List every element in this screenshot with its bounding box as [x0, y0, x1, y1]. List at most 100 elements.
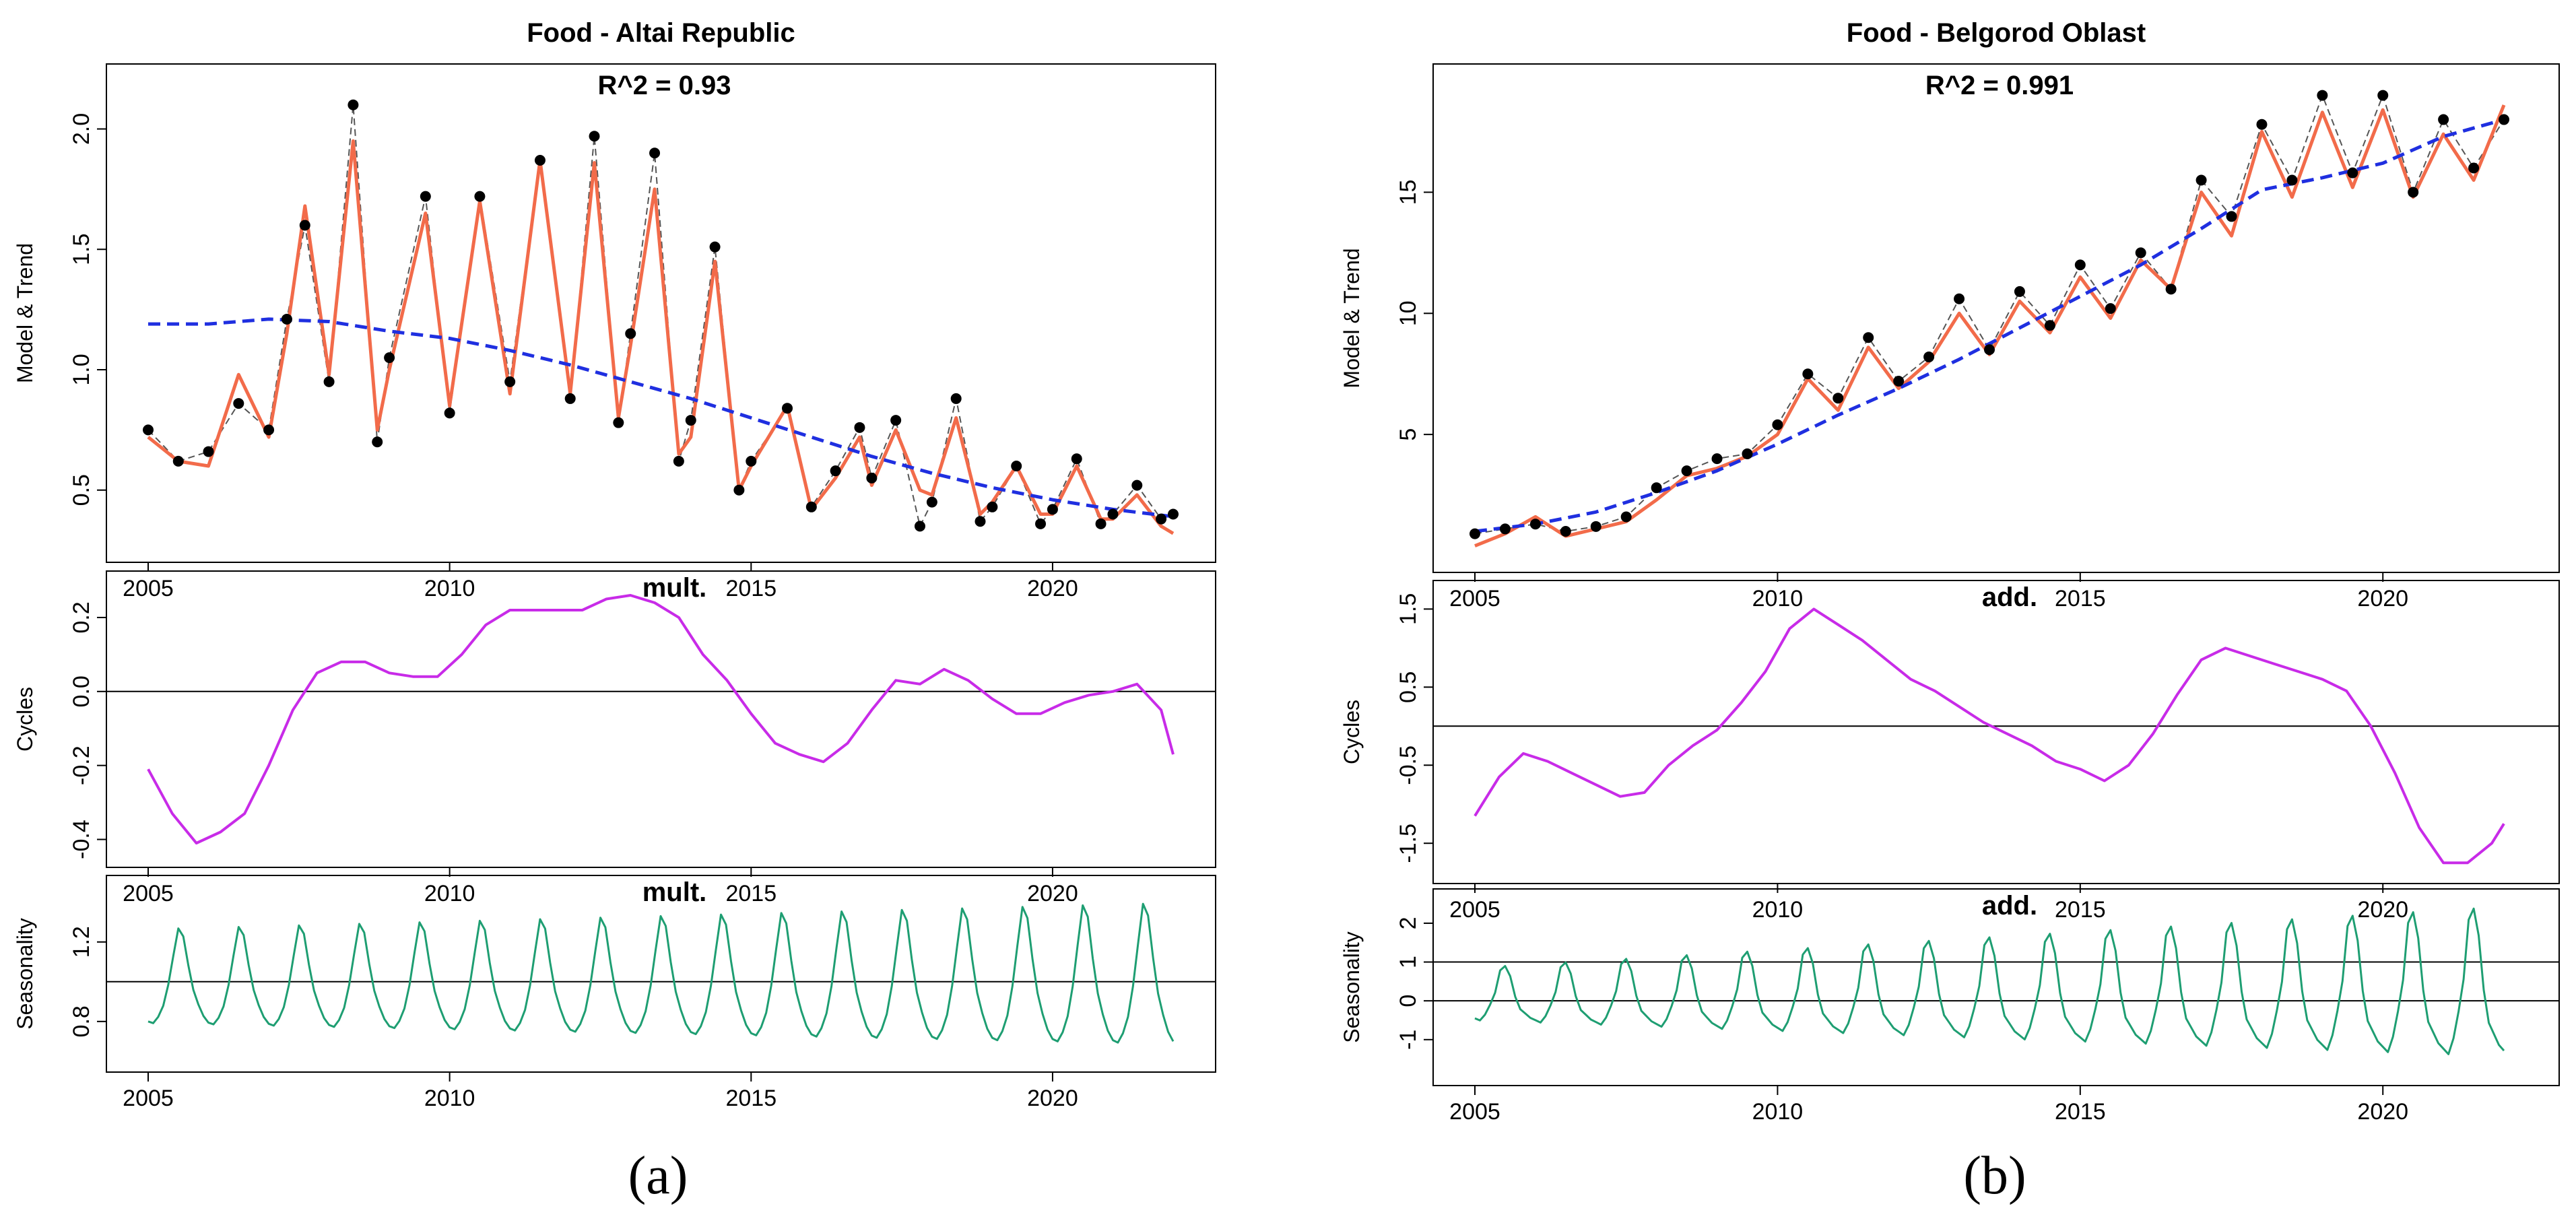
x-tick-label: 2020	[1027, 576, 1078, 601]
plot-frame	[1432, 63, 2560, 573]
seasonality-line	[1474, 907, 2505, 1055]
data-point	[564, 393, 576, 404]
decomposition-type-label: mult.	[642, 877, 707, 907]
data-point	[1469, 528, 1480, 539]
x-tick-label: 2015	[2055, 1099, 2106, 1125]
x-tick-label: 2015	[725, 1086, 777, 1111]
data-point	[1772, 419, 1783, 430]
x-tick-label: 2005	[1449, 897, 1500, 923]
data-point	[1832, 393, 1844, 404]
x-tick-label: 2020	[1027, 1086, 1078, 1111]
data-point	[1095, 518, 1107, 529]
x-tick-label: 2010	[424, 576, 475, 601]
data-point	[2347, 167, 2358, 178]
data-point	[281, 313, 292, 325]
model-line	[147, 139, 1175, 535]
y-axis-label: Model & Trend	[13, 243, 37, 383]
data-point	[2074, 259, 2086, 271]
x-tick-label: 2010	[1752, 586, 1804, 611]
x-tick-label: 2005	[123, 881, 174, 906]
plot-frame	[106, 570, 1216, 868]
data-point	[746, 455, 757, 467]
y-tick-label: 0.0	[69, 675, 94, 707]
data-point	[2317, 90, 2328, 101]
data-point	[1893, 376, 1905, 387]
y-tick-label: 15	[1395, 180, 1421, 205]
data-point	[914, 521, 925, 532]
data-point	[1560, 526, 1571, 537]
data-point	[2195, 174, 2207, 186]
data-point	[805, 501, 817, 512]
data-point	[1047, 504, 1058, 515]
data-point	[348, 99, 359, 110]
data-point	[323, 376, 335, 387]
data-point	[504, 376, 516, 387]
x-tick-label: 2005	[123, 1086, 174, 1111]
data-point	[1863, 332, 1874, 343]
decomposition-type-label: mult.	[642, 573, 707, 603]
data-point	[372, 436, 383, 448]
data-point	[2499, 114, 2509, 125]
seasonality-line	[147, 902, 1175, 1044]
data-point	[890, 415, 902, 426]
y-tick-label: 0.2	[69, 601, 94, 633]
plot-frame	[1432, 580, 2560, 884]
x-tick-label: 2020	[1027, 881, 1078, 906]
data-point	[854, 422, 865, 433]
data-point	[2226, 211, 2237, 222]
x-tick-label: 2020	[2357, 897, 2408, 923]
data-point	[2408, 187, 2419, 198]
x-tick-label: 2015	[2055, 586, 2106, 611]
data-point	[709, 241, 721, 253]
data-point	[975, 516, 986, 527]
x-tick-label: 2005	[1449, 586, 1500, 611]
data-point	[613, 417, 624, 428]
data-point	[534, 154, 546, 166]
data-point	[2105, 303, 2116, 314]
data-point	[2468, 162, 2480, 174]
y-axis-label: Cycles	[13, 687, 37, 752]
chart-title: Food - Belgorod Oblast	[1847, 18, 2146, 48]
x-tick-label: 2005	[123, 576, 174, 601]
y-tick-label: 0	[1395, 995, 1421, 1007]
data-point	[1011, 461, 1022, 472]
y-tick-label: 1.5	[69, 234, 94, 265]
data-point	[474, 191, 486, 202]
decomposition-type-label: add.	[1982, 583, 2037, 612]
y-tick-label: 10	[1395, 300, 1421, 326]
x-tick-label: 2005	[1449, 1099, 1500, 1125]
data-point	[203, 446, 214, 457]
data-point	[1923, 352, 1935, 363]
y-tick-label: -0.5	[1395, 745, 1421, 785]
y-tick-label: -1.5	[1395, 824, 1421, 863]
caption-a: (a)	[628, 1146, 688, 1205]
data-point	[1651, 482, 1662, 494]
x-tick-label: 2010	[1752, 897, 1804, 923]
data-point	[2044, 320, 2055, 331]
data-point	[1984, 344, 1995, 356]
data-point	[1131, 479, 1143, 491]
x-tick-label: 2020	[2357, 586, 2408, 611]
decomposition-type-label: add.	[1982, 891, 2037, 921]
data-point	[2014, 286, 2025, 297]
plot-frame	[106, 63, 1216, 563]
y-tick-label: 1.5	[1395, 593, 1421, 625]
data-line	[147, 104, 1174, 527]
data-point	[384, 352, 395, 364]
y-axis-label: Seasonality	[13, 918, 37, 1029]
y-tick-label: -0.2	[69, 745, 94, 785]
data-point	[233, 398, 244, 409]
data-point	[733, 484, 745, 496]
data-point	[2256, 119, 2268, 130]
data-point	[1620, 511, 1632, 523]
plot-frame	[1432, 888, 2560, 1086]
data-point	[1529, 519, 1541, 530]
y-tick-label: -1	[1395, 1030, 1421, 1050]
y-tick-label: 2	[1395, 917, 1421, 929]
data-point	[1954, 293, 1965, 304]
y-tick-label: -0.4	[69, 820, 94, 859]
data-point	[2165, 284, 2177, 295]
data-point	[1711, 453, 1723, 465]
y-axis-label: Model & Trend	[1340, 248, 1364, 388]
data-point	[685, 415, 696, 426]
